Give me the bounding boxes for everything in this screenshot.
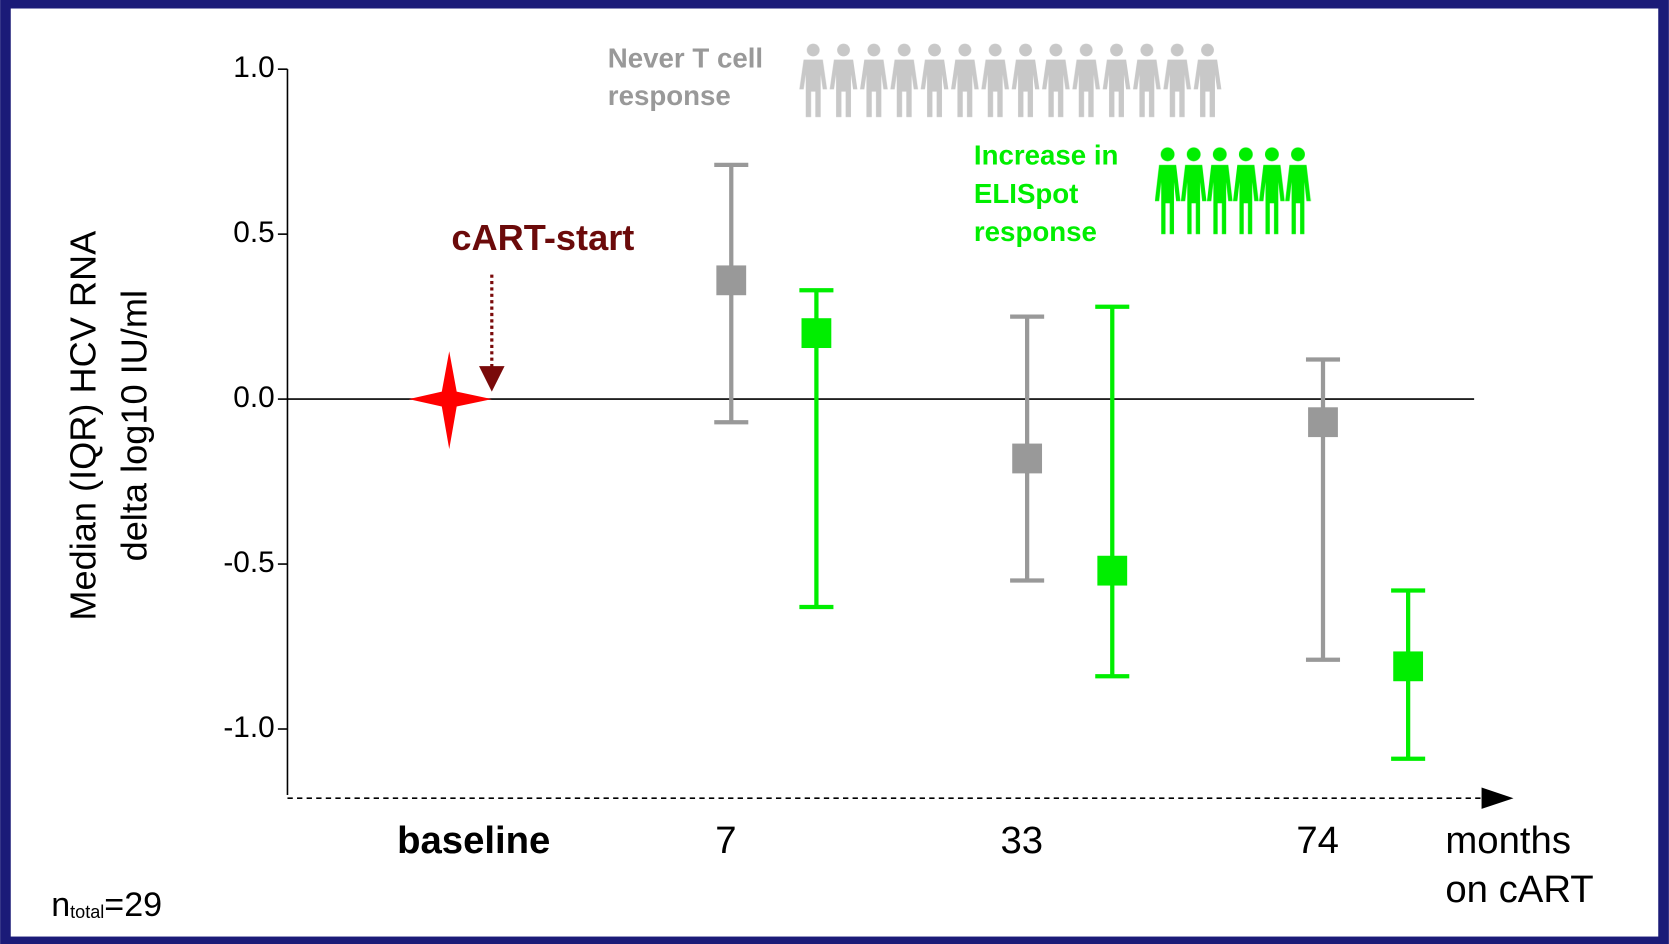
median-marker [1012, 443, 1043, 474]
x-axis-label: months on cART [1445, 819, 1593, 911]
x-tick-label: 33 [1001, 819, 1044, 862]
median-marker [1097, 555, 1128, 586]
people-icons [1154, 145, 1312, 237]
text-line: Increase in [974, 140, 1119, 171]
median-marker [1308, 407, 1338, 438]
y-tick-label: 0.0 [233, 381, 274, 414]
text-line: ELISpot [974, 178, 1078, 209]
legend-label: Never T cell response [608, 43, 763, 111]
text-line: Median (IQR) HCV RNA [62, 230, 103, 621]
text-line: response [608, 80, 731, 111]
text-line: Never T cell [608, 43, 763, 74]
n-rest: =29 [104, 886, 162, 924]
n-sub: total [70, 902, 104, 922]
y-tick-label: -1.0 [223, 711, 274, 744]
annotation: cART-start [451, 217, 634, 258]
text-line: on cART [1445, 868, 1593, 911]
n-main: n [51, 886, 70, 924]
legend-label: Increase in ELISpot response [974, 140, 1119, 248]
y-axis-label: Median (IQR) HCV RNA delta log10 IU/ml [62, 230, 154, 621]
text-line: response [974, 216, 1097, 247]
median-marker [1393, 651, 1424, 682]
x-tick-label: 7 [715, 819, 736, 862]
text-line: months [1445, 819, 1571, 862]
people-icons [798, 42, 1225, 120]
median-marker [801, 318, 832, 349]
text-line: delta log10 IU/ml [113, 290, 154, 561]
y-tick-label: -0.5 [223, 546, 274, 579]
background [10, 8, 1659, 937]
y-tick-label: 1.0 [233, 51, 274, 84]
x-axis-arrow [1481, 787, 1514, 809]
n-label: ntotal=29 [51, 886, 162, 924]
median-marker [716, 265, 747, 296]
x-tick-label: baseline [397, 819, 550, 862]
x-tick-label: 74 [1296, 819, 1339, 862]
baseline-marker [408, 351, 492, 450]
y-tick-label: 0.5 [233, 216, 274, 249]
